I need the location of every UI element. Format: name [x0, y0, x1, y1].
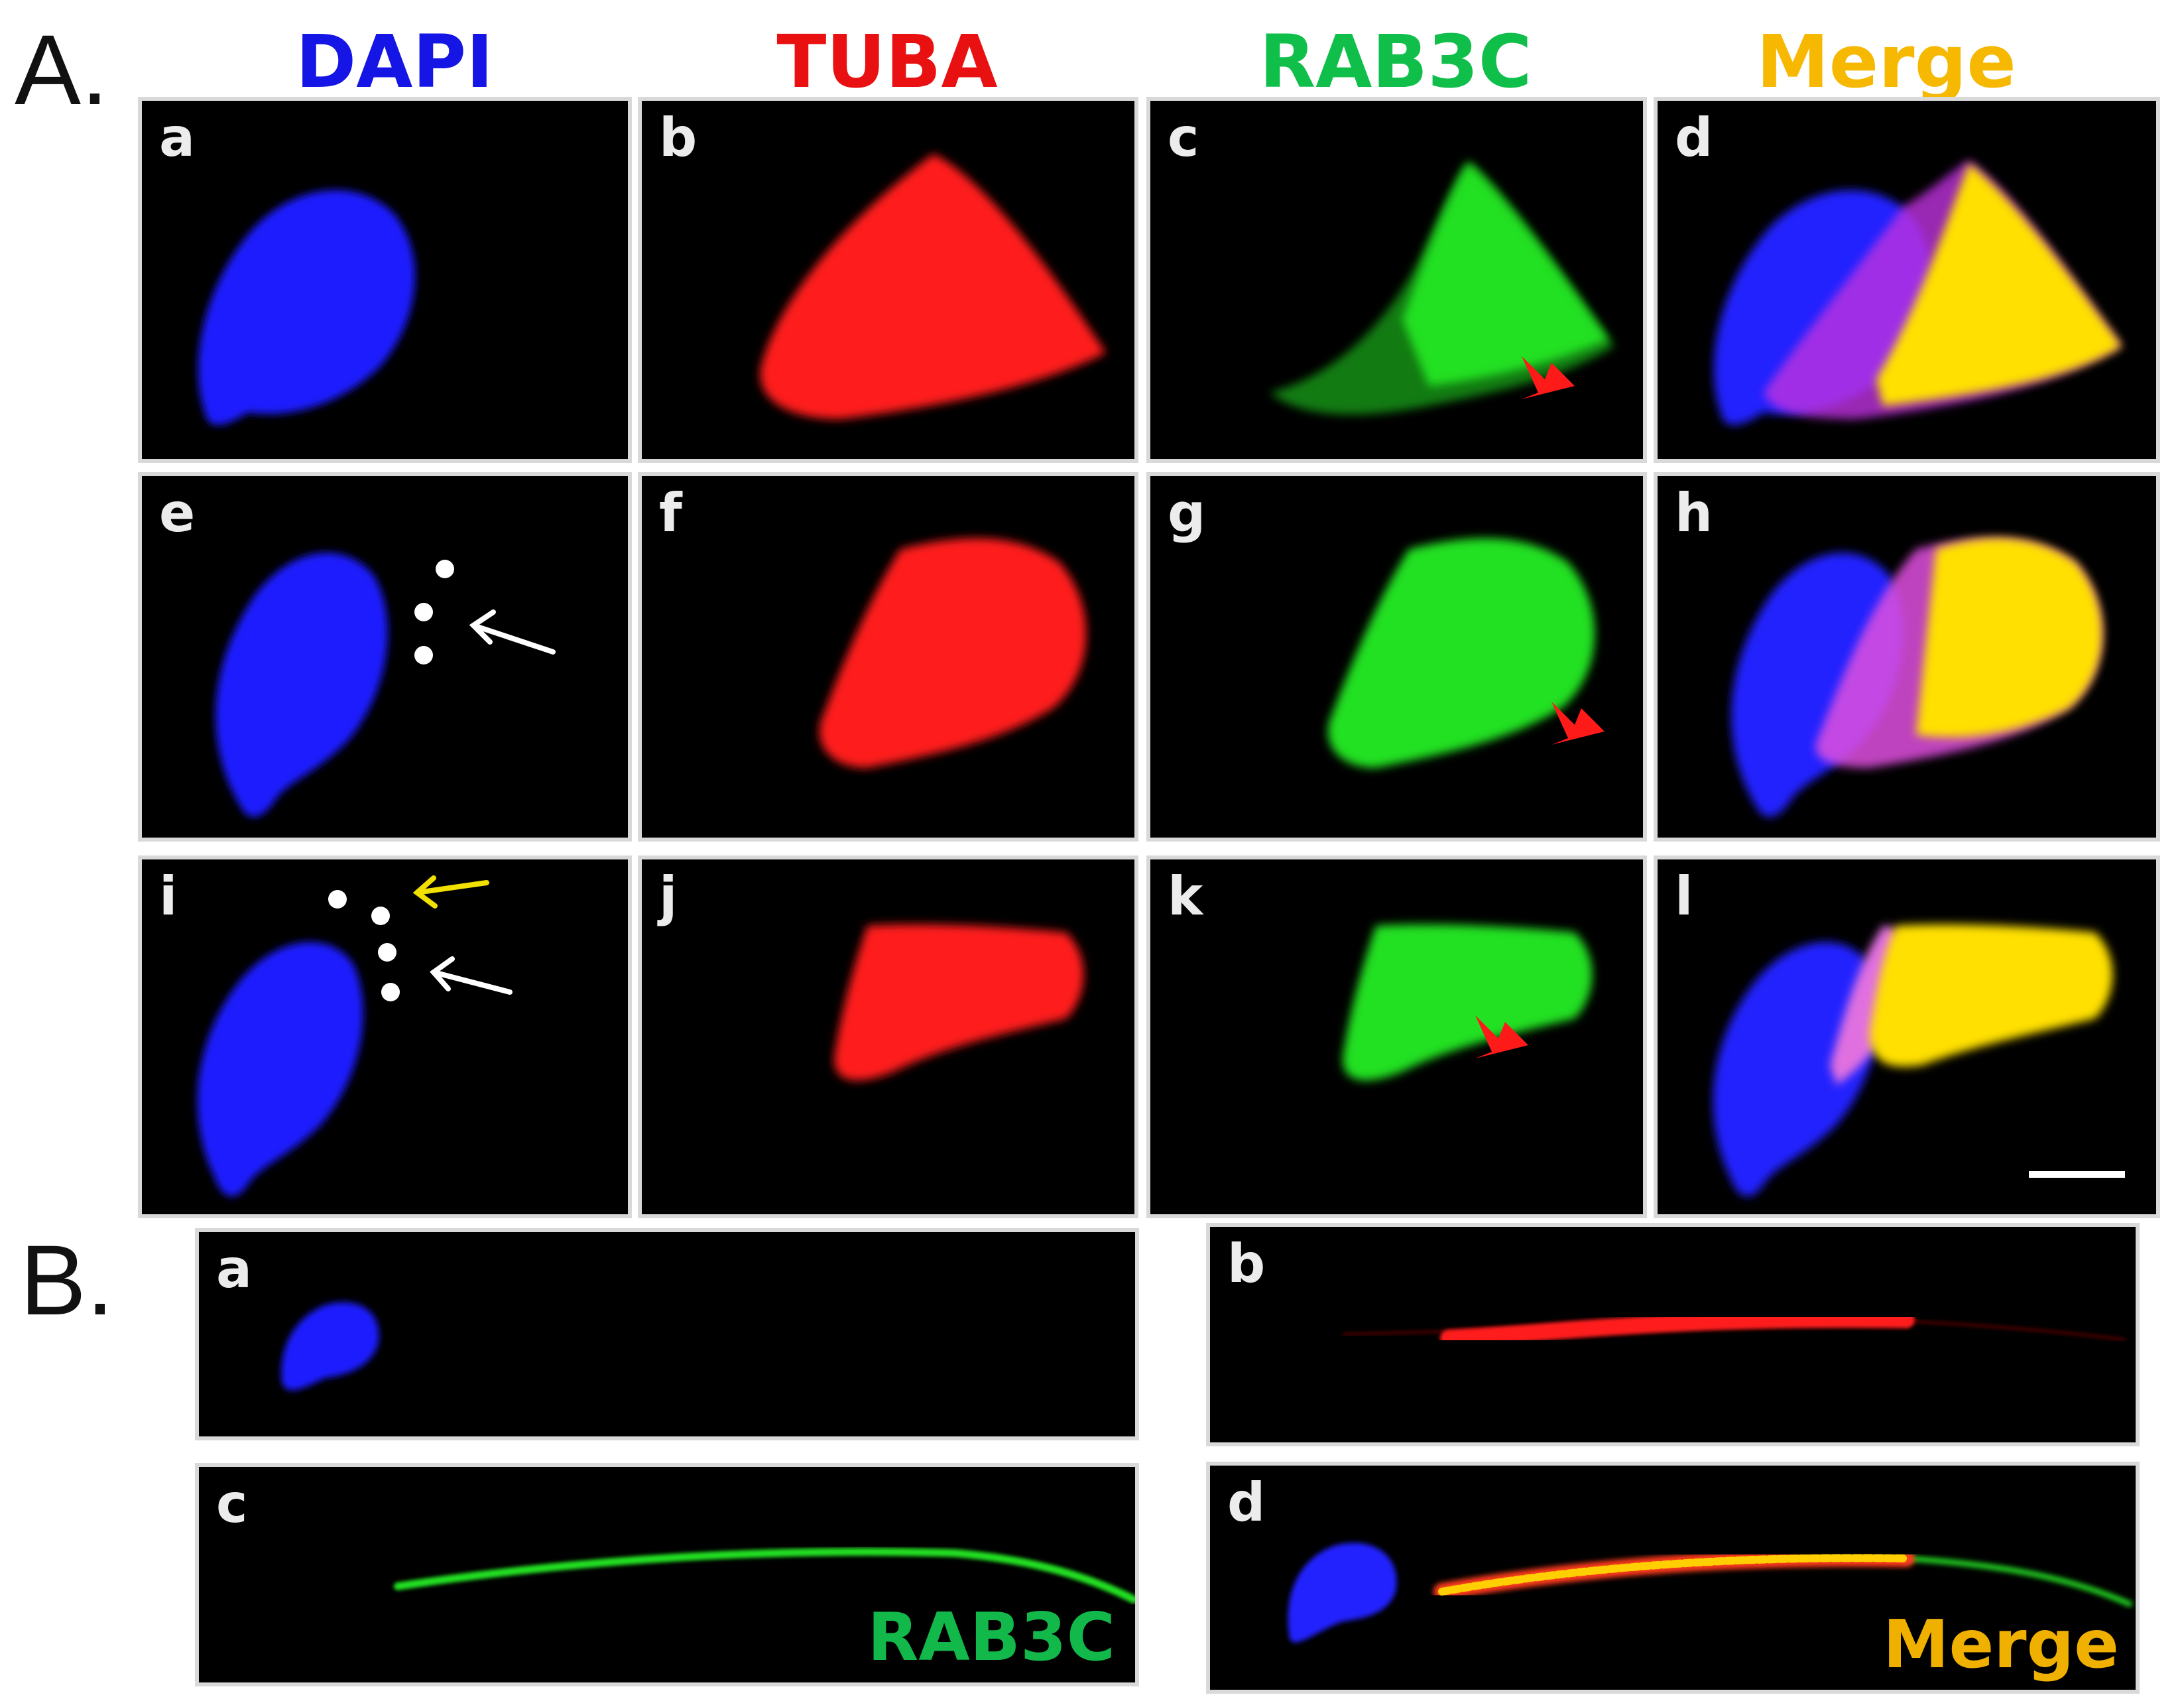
- panel-letter: g: [1168, 482, 1206, 544]
- column-header-dapi: DAPI: [296, 19, 493, 104]
- panel-letter: k: [1168, 865, 1203, 927]
- section-b-label: B.: [20, 1224, 114, 1336]
- red-arrow-icon: [1522, 356, 1575, 399]
- merge-image: [1713, 924, 2125, 1197]
- panel-a-c: c: [1146, 97, 1647, 463]
- merge-image: [1713, 160, 2122, 425]
- panel-a-b: b: [638, 97, 1138, 463]
- panel-a-d: d: [1654, 97, 2160, 463]
- panel-b-c-channel-label: RAB3C: [867, 1598, 1115, 1676]
- panel-a-k: k: [1146, 855, 1647, 1218]
- rab3c-image: [1328, 538, 1605, 768]
- dapi-nucleus-image: [198, 190, 416, 425]
- red-arrow-icon: [1551, 702, 1605, 745]
- tuba-image: [760, 154, 1106, 419]
- white-dot-icon: [328, 890, 347, 909]
- panel-b-a: a: [195, 1228, 1139, 1440]
- panel-letter: i: [159, 865, 178, 927]
- panel-letter: a: [216, 1238, 252, 1300]
- panel-letter: d: [1227, 1472, 1266, 1533]
- panel-a-h: h: [1654, 472, 2160, 842]
- panel-letter: j: [659, 865, 678, 927]
- panel-letter: e: [159, 482, 196, 544]
- white-arrow-icon: [469, 609, 556, 655]
- column-header-rab3c: RAB3C: [1259, 19, 1532, 104]
- column-header-merge: Merge: [1756, 19, 2016, 104]
- yellow-arrow-icon: [412, 875, 489, 909]
- white-dot-icon: [371, 907, 390, 925]
- tuba-image: [834, 924, 1084, 1081]
- panel-letter: f: [659, 482, 682, 544]
- panel-letter: h: [1675, 482, 1713, 544]
- panel-a-l: l: [1654, 855, 2160, 1218]
- tuba-flagellum-image: [1342, 1310, 2126, 1347]
- rab3c-flagellum-image: [394, 1548, 1135, 1604]
- panel-a-f: f: [638, 472, 1138, 842]
- panel-letter: d: [1675, 107, 1713, 168]
- panel-letter: b: [1227, 1233, 1266, 1295]
- white-dot-icon: [436, 560, 454, 578]
- dapi-nucleus-image: [281, 1302, 379, 1391]
- rab3c-image: [1270, 160, 1614, 415]
- tuba-image: [819, 538, 1087, 768]
- dapi-nucleus-image: [197, 875, 513, 1197]
- section-a-label: A.: [15, 14, 109, 125]
- panel-b-d: d Merge: [1206, 1462, 2140, 1694]
- panel-letter: c: [216, 1473, 248, 1535]
- panel-letter: b: [659, 107, 698, 168]
- panel-b-d-channel-label: Merge: [1882, 1606, 2119, 1683]
- dapi-nucleus-image: [215, 552, 556, 817]
- white-dot-icon: [414, 603, 433, 621]
- rab3c-image: [1343, 924, 1593, 1081]
- panel-b-b: b: [1206, 1223, 2140, 1446]
- panel-letter: c: [1168, 107, 1199, 168]
- scale-bar: [2029, 1171, 2125, 1178]
- merge-image: [1731, 538, 2102, 817]
- panel-b-c: c RAB3C: [195, 1463, 1139, 1686]
- panel-a-g: g: [1146, 472, 1647, 842]
- panel-a-a: a: [138, 97, 632, 463]
- panel-letter: l: [1675, 865, 1693, 927]
- white-dot-icon: [378, 943, 396, 962]
- red-arrow-icon: [1475, 1015, 1528, 1058]
- panel-letter: a: [159, 107, 195, 168]
- column-header-tuba: TUBA: [776, 19, 998, 104]
- panel-a-i: i: [138, 855, 632, 1218]
- white-arrow-icon: [430, 956, 513, 995]
- white-dot-icon: [381, 983, 400, 1001]
- panel-a-e: e: [138, 472, 632, 842]
- white-dot-icon: [414, 646, 433, 664]
- panel-a-j: j: [638, 855, 1138, 1218]
- merge-flagellum-image: [1288, 1543, 2133, 1643]
